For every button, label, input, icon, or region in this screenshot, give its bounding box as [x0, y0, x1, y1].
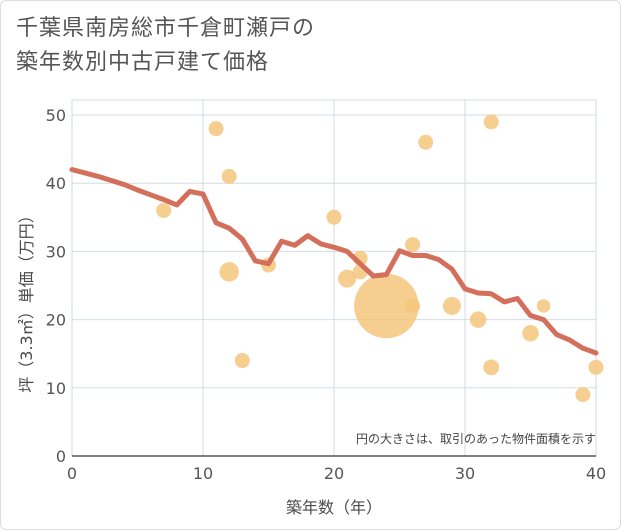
data-point — [588, 359, 604, 375]
size-legend-note: 円の大きさは、取引のあった物件面積を示す — [356, 431, 596, 446]
y-tick-label: 50 — [46, 106, 66, 125]
x-tick-labels: 0 10 20 30 40 — [67, 464, 606, 483]
data-point — [405, 298, 421, 314]
title-line-1: 千葉県南房総市千倉町瀬戸の — [16, 16, 316, 41]
data-point — [483, 114, 499, 130]
data-point — [219, 262, 239, 282]
y-tick-label: 40 — [46, 174, 66, 193]
y-tick-label: 0 — [56, 447, 66, 466]
data-point — [405, 237, 421, 253]
data-point — [156, 202, 172, 218]
y-axis-title: 坪（3.3㎡）単価（万円） — [17, 207, 36, 392]
grid-lines — [71, 100, 597, 457]
data-point — [469, 311, 487, 328]
title-line-2: 築年数別中古戸建て価格 — [16, 50, 270, 75]
chart-title: 千葉県南房総市千倉町瀬戸の 築年数別中古戸建て価格 — [16, 12, 315, 80]
data-point — [354, 273, 419, 339]
data-point — [326, 209, 342, 225]
data-points — [156, 114, 604, 403]
data-point — [208, 121, 224, 137]
data-point — [536, 299, 551, 313]
data-point — [234, 353, 250, 369]
data-point — [522, 324, 539, 342]
x-tick-label: 40 — [586, 464, 606, 483]
x-tick-label: 30 — [455, 464, 475, 483]
y-tick-labels: 0 10 20 30 40 50 — [46, 106, 66, 466]
data-point — [442, 296, 461, 315]
y-tick-label: 30 — [46, 242, 66, 261]
data-point — [483, 359, 500, 376]
data-point — [221, 168, 237, 184]
data-point — [338, 269, 357, 288]
y-tick-label: 20 — [46, 311, 66, 330]
y-tick-label: 10 — [46, 379, 66, 398]
trend-line — [69, 167, 599, 356]
x-tick-label: 10 — [193, 464, 213, 483]
data-point — [418, 134, 434, 150]
data-point — [575, 387, 591, 403]
x-axis-title: 築年数（年） — [286, 498, 382, 517]
x-tick-label: 0 — [67, 464, 77, 483]
x-tick-label: 20 — [324, 464, 344, 483]
